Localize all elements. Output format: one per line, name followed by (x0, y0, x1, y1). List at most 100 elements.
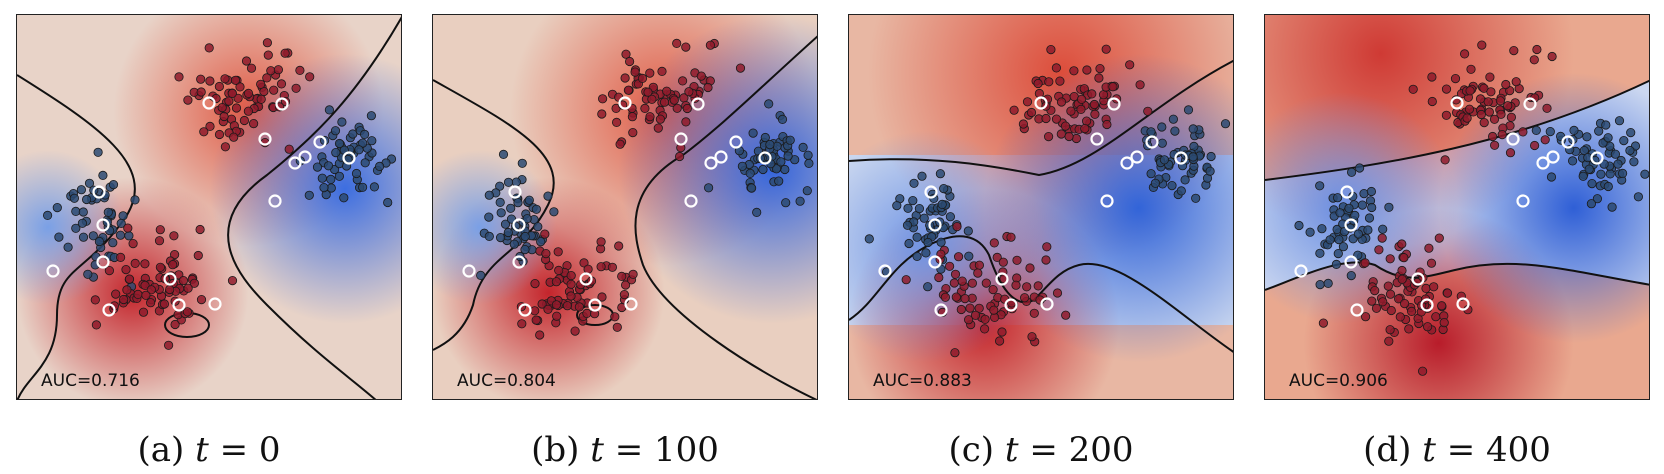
caption-a-var: t (195, 430, 209, 470)
point-red (655, 114, 665, 124)
point-red (1082, 116, 1092, 126)
point-blue (1191, 193, 1201, 203)
point-red (1408, 84, 1418, 94)
point-red (291, 83, 301, 93)
point-blue (383, 197, 393, 208)
point-blue (703, 183, 714, 193)
point-red (1466, 64, 1476, 74)
point-blue (357, 182, 368, 192)
point-blue (1188, 152, 1198, 162)
point-blue (1439, 317, 1449, 328)
point-blue (1626, 128, 1636, 138)
point-red (84, 178, 95, 188)
panel-a: AUC=0.716 (16, 14, 402, 400)
point-red (672, 103, 682, 113)
labeled-point (624, 297, 638, 311)
point-red (1095, 63, 1105, 74)
point-red (919, 213, 929, 223)
point-red (262, 38, 272, 48)
caption-a: (a) t = 0 (16, 430, 402, 470)
point-red (1450, 73, 1461, 84)
point-red (43, 210, 53, 220)
point-blue (760, 132, 770, 143)
point-blue (746, 183, 757, 193)
point-red (1018, 119, 1028, 129)
point-blue (367, 136, 377, 146)
point-red (93, 147, 103, 157)
point-blue (554, 265, 564, 275)
point-red (513, 198, 523, 208)
point-red (1357, 200, 1368, 210)
point-red (1082, 65, 1092, 75)
panel-b: AUC=0.804 (432, 14, 818, 400)
labeled-point (172, 298, 186, 312)
labeled-point (1516, 194, 1530, 208)
point-red (520, 245, 530, 255)
point-blue (154, 236, 165, 246)
labeled-point (618, 96, 632, 110)
point-red (659, 97, 670, 107)
point-blue (949, 278, 959, 288)
labeled-point (275, 97, 289, 111)
point-blue (1423, 322, 1433, 332)
labeled-point (588, 298, 602, 312)
point-blue (1407, 306, 1417, 316)
labeled-point (313, 135, 327, 149)
point-red (1511, 77, 1521, 87)
point-blue (537, 299, 547, 309)
point-red (912, 251, 922, 261)
point-red (83, 269, 93, 279)
labeled-point (758, 151, 772, 165)
point-red (199, 127, 209, 137)
point-red (904, 238, 914, 249)
point-blue (795, 196, 805, 206)
point-red (266, 66, 276, 76)
point-red (1355, 163, 1365, 173)
point-blue (531, 315, 541, 325)
point-red (536, 237, 546, 247)
point-blue (517, 319, 527, 329)
point-red (246, 63, 257, 73)
labeled-point (704, 156, 718, 170)
point-blue (1370, 285, 1380, 296)
point-red (495, 233, 506, 243)
point-blue (1385, 254, 1395, 264)
labeled-point (691, 97, 705, 111)
point-red (923, 282, 933, 292)
point-red (549, 207, 559, 217)
point-red (520, 231, 530, 242)
point-blue (1318, 318, 1329, 328)
point-red (921, 248, 931, 258)
point-red (484, 212, 494, 222)
point-blue (566, 270, 576, 281)
point-red (1462, 113, 1472, 123)
auc-label-c: AUC=0.883 (873, 371, 972, 391)
point-blue (1603, 133, 1613, 143)
point-blue (802, 186, 812, 196)
point-blue (196, 294, 207, 305)
point-red (496, 208, 506, 218)
point-blue (123, 223, 133, 233)
point-red (1542, 103, 1552, 113)
point-red (912, 232, 922, 242)
point-blue (1061, 310, 1071, 320)
point-red (522, 214, 532, 224)
labeled-point (1107, 97, 1121, 111)
point-red (214, 129, 225, 140)
points-b (462, 38, 814, 340)
point-blue (1586, 199, 1596, 209)
scatter-plot-c (849, 15, 1233, 399)
point-red (204, 43, 214, 53)
point-red (1540, 135, 1550, 145)
point-blue (1157, 122, 1167, 132)
point-red (1378, 224, 1388, 234)
point-blue (1205, 166, 1215, 176)
labeled-point (92, 185, 106, 199)
labeled-point (729, 135, 743, 149)
labeled-point (1546, 150, 1560, 164)
point-red (597, 109, 607, 119)
point-red (1338, 242, 1349, 252)
point-red (1294, 220, 1304, 231)
point-blue (1613, 159, 1623, 169)
point-blue (165, 284, 175, 295)
